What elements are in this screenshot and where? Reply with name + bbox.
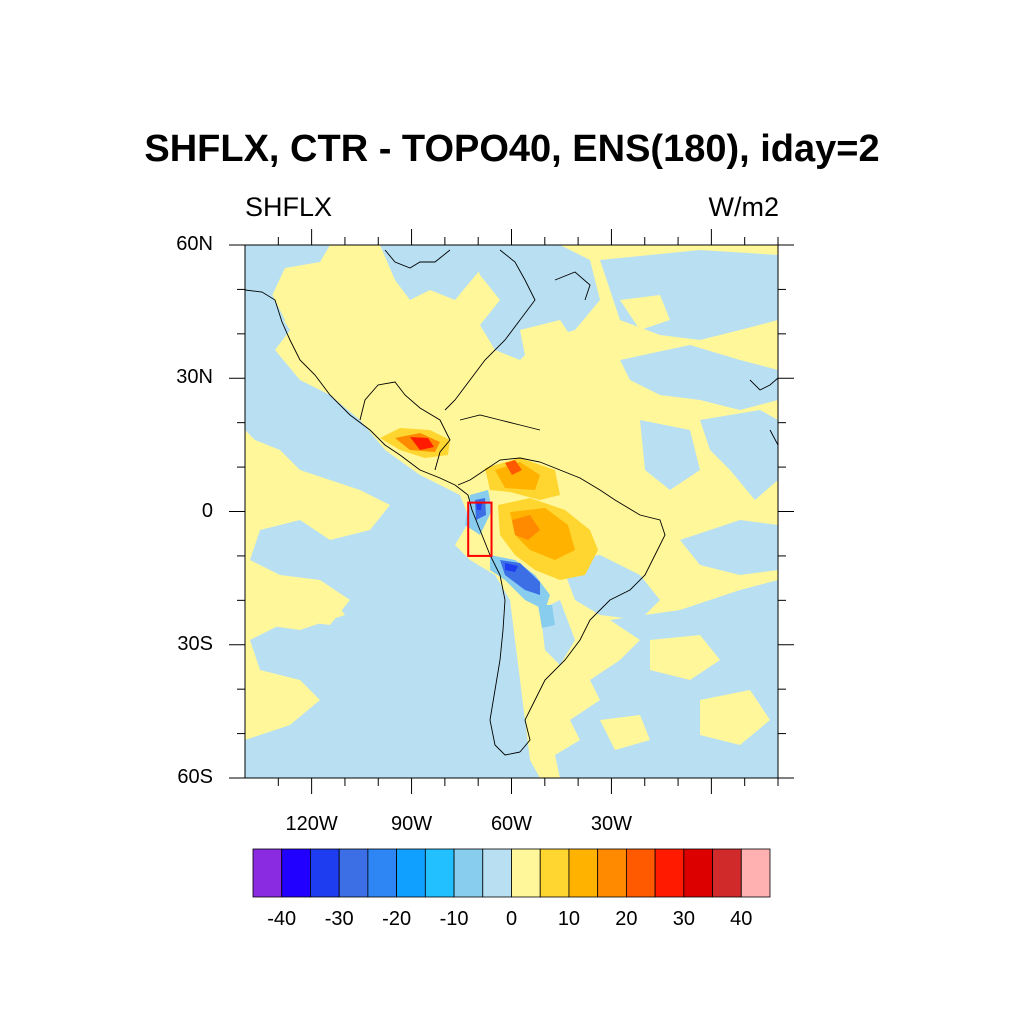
lat-label: 0 — [201, 499, 213, 522]
colorbar-label: 20 — [615, 908, 638, 930]
colorbar-label: 30 — [672, 908, 695, 930]
units-label: W/m2 — [708, 192, 780, 222]
warm-anomalies — [380, 428, 598, 580]
colorbar-label: -10 — [439, 908, 469, 930]
colorbar-swatch — [511, 848, 541, 898]
colorbar-swatch — [310, 848, 340, 898]
colorbar-label: -40 — [267, 908, 297, 930]
lat-label: 60N — [176, 233, 213, 255]
colorbar-swatch — [654, 848, 685, 898]
colorbar-swatch — [367, 848, 398, 898]
colorbar — [252, 848, 771, 898]
coastlines — [245, 249, 778, 756]
map-field — [245, 245, 778, 778]
lat-label: 60S — [177, 766, 213, 788]
colorbar-swatch — [482, 848, 512, 898]
positive-patches — [255, 295, 770, 750]
colorbar-swatch — [424, 848, 455, 898]
page-title: SHFLX, CTR - TOPO40, ENS(180), iday=2 — [144, 128, 880, 170]
colorbar-swatch — [338, 848, 369, 898]
colorbar-swatch — [396, 848, 426, 898]
colorbar-label: 0 — [505, 908, 518, 930]
colorbar-label: -30 — [324, 908, 354, 930]
colorbar-label: 10 — [557, 908, 581, 930]
lon-label: 120W — [285, 813, 338, 835]
lat-label: 30S — [177, 632, 213, 655]
lat-label: 30N — [176, 366, 213, 389]
analysis-region-box — [467, 501, 493, 557]
colorbar-swatch — [539, 848, 570, 898]
colorbar-swatch — [453, 848, 484, 898]
lon-label: 30W — [590, 813, 632, 835]
colorbar-swatch — [568, 848, 599, 898]
colorbar-swatch — [712, 848, 742, 898]
lon-label: 60W — [490, 813, 533, 835]
colorbar-swatch — [252, 848, 283, 898]
colorbar-swatch — [597, 848, 627, 898]
variable-label: SHFLX — [245, 192, 333, 222]
colorbar-swatch — [683, 848, 713, 898]
colorbar-swatch — [281, 848, 311, 898]
axis-ticks — [229, 229, 794, 794]
colorbar-swatch — [740, 848, 771, 898]
cold-anomalies — [465, 490, 555, 628]
lon-label: 90W — [391, 813, 433, 835]
colorbar-label: 40 — [730, 908, 753, 930]
colorbar-swatch — [625, 848, 656, 898]
colorbar-label: -20 — [382, 908, 412, 930]
